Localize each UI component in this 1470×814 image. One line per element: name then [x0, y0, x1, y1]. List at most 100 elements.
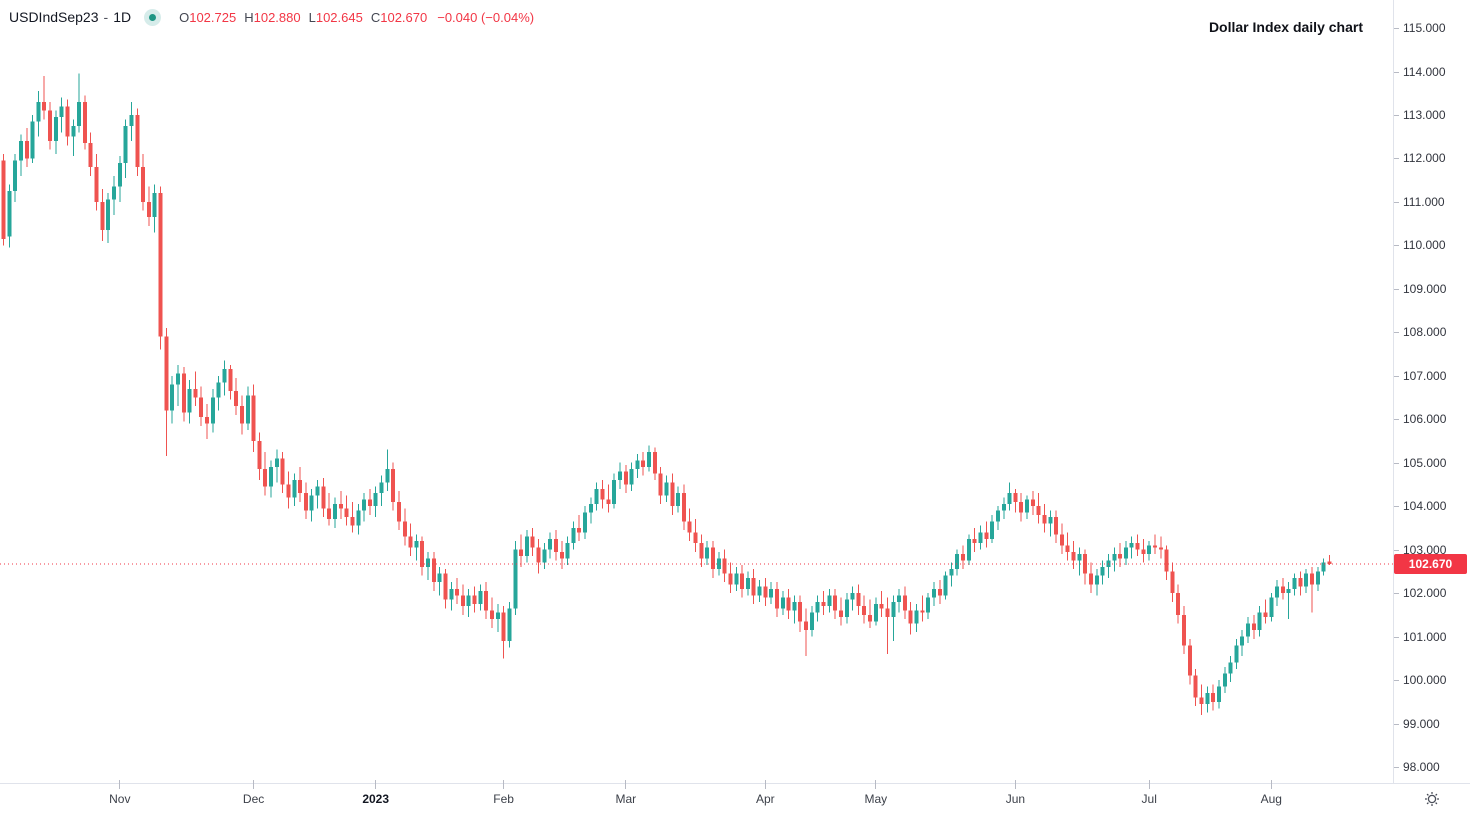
candle — [385, 449, 390, 491]
candle — [1147, 540, 1152, 561]
candle — [443, 569, 448, 609]
candle — [344, 495, 349, 526]
candle — [774, 582, 779, 618]
candle — [187, 380, 192, 424]
candlestick-chart-pane[interactable] — [0, 0, 1393, 783]
price-axis-label: 110.000 — [1403, 238, 1446, 253]
candle — [617, 462, 622, 489]
candle — [553, 530, 558, 561]
candle — [507, 601, 512, 648]
candle — [181, 367, 186, 422]
close-value: 102.670 — [380, 9, 428, 25]
candle — [873, 597, 878, 626]
last-price-badge: 102.670 — [1394, 554, 1467, 574]
candle — [367, 488, 372, 515]
price-axis-tick — [1394, 158, 1399, 160]
candle — [548, 532, 553, 559]
candle — [286, 471, 291, 509]
candle — [879, 590, 884, 618]
candle — [1118, 543, 1123, 568]
candle — [88, 132, 93, 176]
candle — [757, 580, 762, 602]
candle — [1007, 482, 1012, 511]
candle — [1042, 504, 1047, 533]
candle — [1065, 532, 1070, 561]
time-axis-label-jul: Jul — [1141, 792, 1157, 806]
candle — [937, 580, 942, 604]
candle — [1263, 599, 1268, 624]
candle — [53, 110, 58, 155]
price-axis-label: 113.000 — [1403, 107, 1446, 122]
candle — [111, 175, 116, 215]
price-axis-tick — [1394, 245, 1399, 247]
low-value: 102.645 — [315, 9, 363, 25]
time-axis-tick — [1270, 780, 1272, 789]
candle — [257, 432, 262, 481]
candle — [536, 538, 541, 574]
candle — [716, 551, 721, 576]
price-axis-label: 115.000 — [1403, 21, 1446, 35]
candle — [519, 534, 524, 568]
open-value: 102.725 — [189, 9, 237, 25]
candle — [897, 588, 902, 613]
candle — [641, 451, 646, 476]
candle — [152, 184, 157, 233]
change-value: −0.040 (−0.04%) — [437, 9, 535, 25]
candle — [955, 549, 960, 576]
market-status-icon[interactable] — [144, 8, 162, 26]
price-axis-label: 104.000 — [1403, 499, 1447, 514]
candle — [740, 564, 745, 598]
price-axis[interactable]: 115.000 114.000 113.000 112.000 111.000 110.0… — [1393, 0, 1470, 783]
time-axis-label-jun: Jun — [1005, 792, 1026, 806]
candle — [949, 562, 954, 587]
price-axis-tick — [1394, 114, 1399, 116]
candle — [612, 473, 617, 509]
candle — [664, 475, 669, 502]
candle — [1077, 547, 1082, 576]
price-axis-label: 111.000 — [1403, 194, 1445, 209]
candle — [158, 186, 163, 350]
chart-title-annotation: Dollar Index daily chart — [1208, 19, 1363, 35]
candle — [222, 360, 227, 396]
gear-icon[interactable] — [1423, 790, 1441, 808]
candle — [838, 597, 843, 626]
price-axis-tick — [1394, 462, 1399, 464]
candle — [1309, 567, 1314, 613]
price-axis-label: 107.000 — [1403, 368, 1447, 383]
candle — [943, 571, 948, 600]
candle — [658, 467, 663, 504]
candle — [583, 506, 588, 539]
candle — [1304, 569, 1309, 594]
candle — [484, 582, 489, 620]
candle — [455, 577, 460, 604]
candle — [1205, 686, 1210, 713]
candle — [565, 536, 570, 565]
candle — [769, 582, 774, 604]
candle — [926, 593, 931, 620]
candle — [292, 473, 297, 507]
candle — [623, 464, 628, 494]
candle — [332, 497, 337, 528]
candle — [1158, 536, 1163, 559]
price-axis-tick — [1394, 419, 1399, 421]
candle — [1269, 593, 1274, 622]
symbol-name[interactable]: USDIndSep23 — [9, 9, 99, 25]
time-axis[interactable]: Nov Dec 2023 Feb Mar Apr May Jun Jul Aug — [0, 780, 1470, 814]
candle — [175, 364, 180, 407]
candle — [809, 606, 814, 637]
candle — [437, 567, 442, 596]
candle — [129, 101, 134, 142]
candle — [647, 445, 652, 472]
price-axis-tick — [1394, 28, 1399, 29]
candle — [1071, 540, 1076, 570]
candle — [1019, 493, 1024, 522]
interval-label[interactable]: 1D — [113, 9, 132, 25]
candle — [705, 540, 710, 565]
candle — [588, 497, 593, 524]
candle — [65, 99, 70, 146]
high-label: H — [244, 9, 254, 25]
candle — [472, 586, 477, 613]
candle — [164, 327, 169, 457]
candle — [106, 193, 111, 244]
